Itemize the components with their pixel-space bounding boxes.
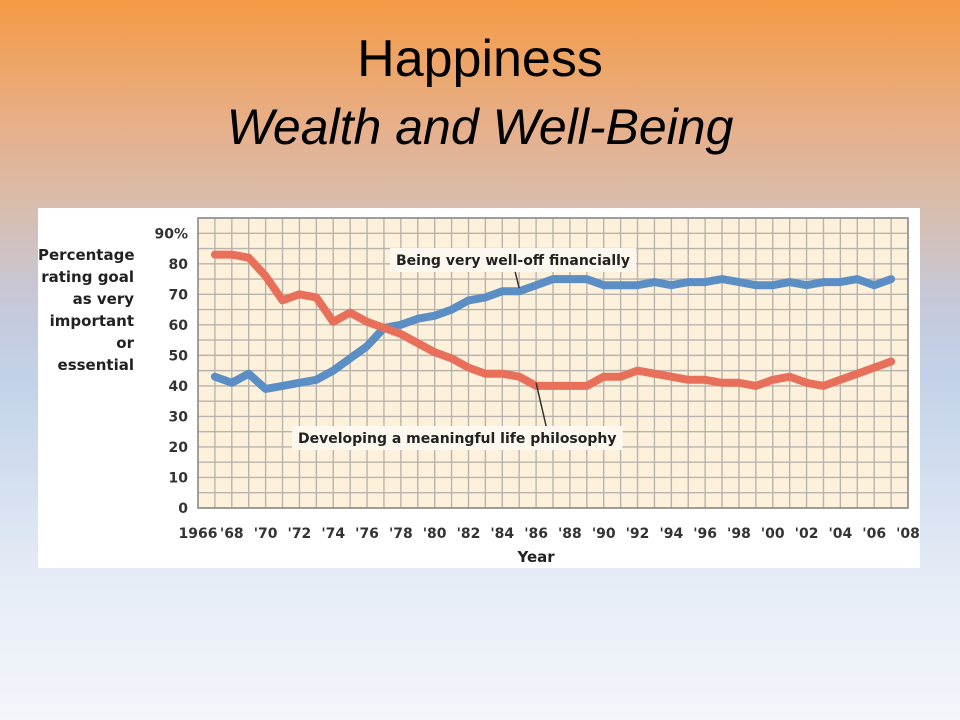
y-tick-label: 30: [169, 409, 189, 425]
x-tick-label: '98: [727, 526, 751, 542]
annotation-box-philosophy: [292, 426, 623, 450]
x-tick-label: '08: [896, 526, 920, 542]
annotation-label-financial: Being very well-off financially: [396, 253, 630, 269]
x-tick-label: '72: [288, 526, 312, 542]
x-tick-label: '84: [490, 526, 514, 542]
annotation-leader-philosophy: [535, 382, 547, 427]
y-tick-label: 70: [169, 287, 189, 303]
x-tick-label: '02: [795, 526, 819, 542]
y-axis-label-line: rating goal: [41, 268, 134, 286]
x-tick-label: '74: [321, 526, 345, 542]
plot-border: [197, 217, 909, 509]
x-tick-label: '88: [558, 526, 582, 542]
x-tick-label: '78: [389, 526, 413, 542]
annotation-box-financial: [390, 248, 637, 272]
series-line-financial: [210, 275, 896, 393]
y-axis-label-line: or: [116, 334, 134, 352]
x-tick-label: '70: [254, 526, 278, 542]
y-axis-label-line: essential: [57, 356, 134, 374]
line-chart: 90% 80 70 60 50 40 30 20 10 0 1966'68 '70 '72 '74 '76 '…: [154, 217, 920, 566]
series-line-philosophy: [210, 250, 896, 390]
x-axis-label: Year: [517, 548, 556, 566]
y-tick-label: 40: [169, 379, 189, 395]
x-tick-label: '94: [659, 526, 683, 542]
slide-title: Happiness: [357, 30, 603, 88]
x-tick-label: '04: [828, 526, 852, 542]
y-tick-label: 20: [169, 440, 189, 456]
x-tick-label: '68: [220, 526, 244, 542]
x-tick-label: '82: [457, 526, 481, 542]
y-tick-label: 90%: [154, 226, 188, 242]
annotation-leader-financial: [514, 271, 520, 289]
x-tick-label: '86: [524, 526, 548, 542]
x-tick-label: '80: [423, 526, 447, 542]
annotation-label-philosophy: Developing a meaningful life philosophy: [298, 431, 617, 447]
y-axis-label-line: Percentage: [38, 246, 135, 264]
chart-panel: Percentage rating goal as very important…: [38, 208, 920, 568]
slide-subtitle: Wealth and Well-Being: [226, 99, 734, 155]
x-tick-label: 1966: [179, 526, 218, 542]
x-tick-label: '90: [592, 526, 616, 542]
x-tick-label: '06: [862, 526, 886, 542]
y-axis-label: Percentage rating goal as very important…: [38, 244, 135, 376]
x-tick-label: '92: [626, 526, 650, 542]
y-tick-label: 80: [169, 257, 189, 273]
x-tick-label: '76: [355, 526, 379, 542]
y-tick-label: 50: [169, 348, 189, 364]
y-tick-label: 60: [169, 318, 189, 334]
y-tick-label: 0: [178, 501, 188, 517]
x-tick-label: '96: [693, 526, 717, 542]
y-tick-label: 10: [169, 470, 189, 486]
x-tick-label: '00: [761, 526, 785, 542]
y-axis-label-line: as very: [72, 290, 134, 308]
y-axis-label-line: important: [49, 312, 134, 330]
